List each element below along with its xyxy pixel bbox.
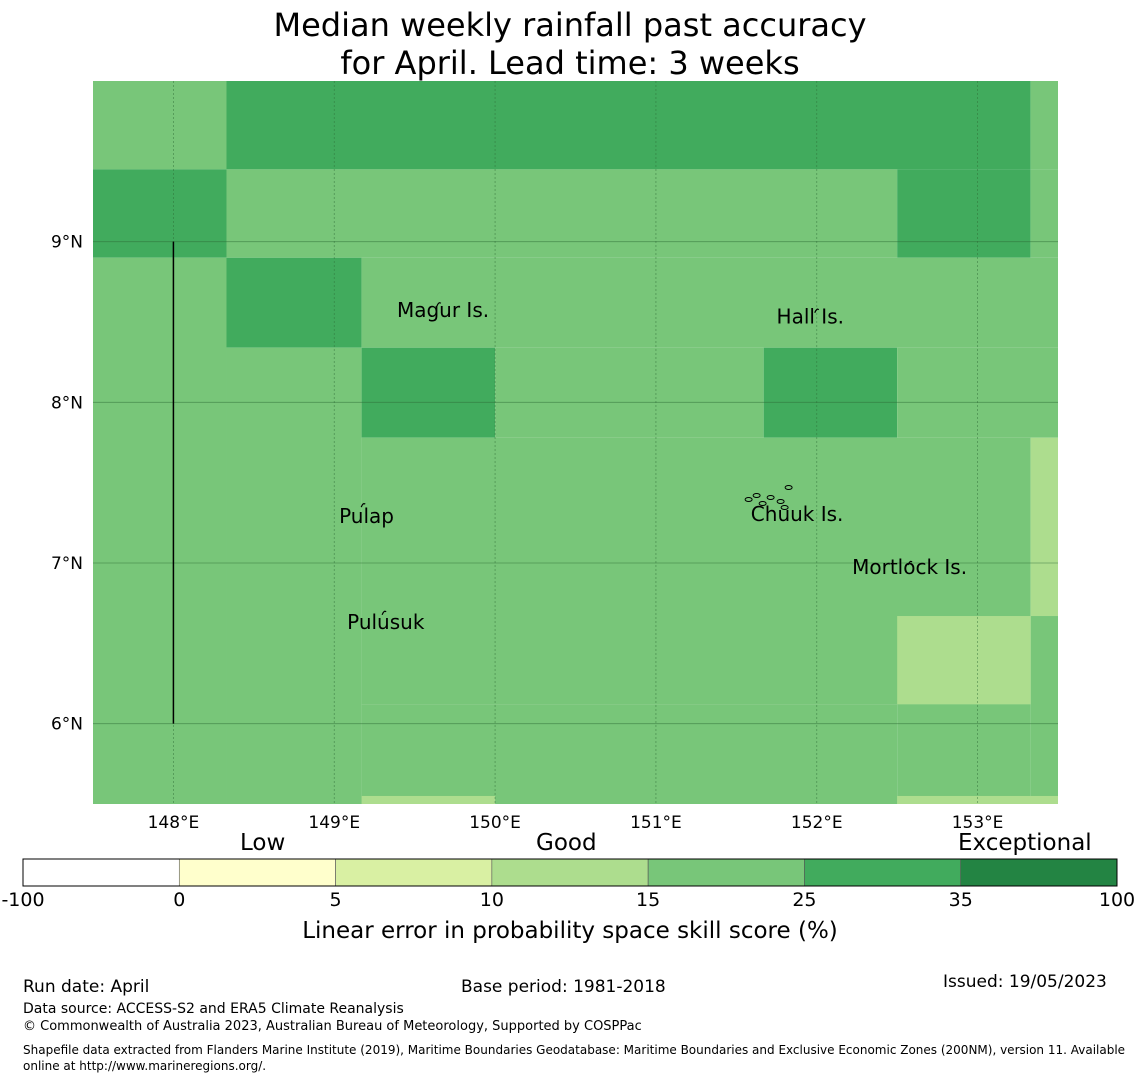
colorbar-label: Linear error in probability space skill … — [302, 918, 838, 944]
copyright-notice: © Commonwealth of Australia 2023, Austra… — [23, 1019, 642, 1034]
skill-cell — [361, 347, 496, 438]
colorbar-swatch — [22, 858, 180, 887]
skill-cell — [361, 795, 496, 804]
lon-tick-label: 152°E — [791, 813, 843, 833]
legend-category-good: Good — [536, 830, 597, 856]
skill-cell — [93, 169, 227, 258]
skill-cell — [226, 169, 898, 258]
island-mark — [752, 493, 761, 499]
lat-tick-label: 8°N — [51, 393, 83, 413]
legend-category-exceptional: Exceptional — [958, 830, 1092, 856]
lat-tick-label: 7°N — [51, 554, 83, 574]
data-source: Data source: ACCESS-S2 and ERA5 Climate … — [23, 1001, 404, 1017]
skill-cell — [1030, 616, 1058, 804]
skill-cell — [763, 347, 898, 438]
shapefile-credit: Shapefile data extracted from Flanders M… — [23, 1043, 1126, 1073]
colorbar-tick-label: 0 — [173, 889, 186, 911]
skill-cell — [897, 795, 1058, 804]
colorbar-tick-label: -100 — [1, 889, 45, 911]
lon-tick-label: 148°E — [148, 813, 200, 833]
island-mark — [744, 497, 753, 503]
colorbar-swatch — [178, 858, 336, 887]
skill-cell — [226, 81, 1031, 170]
map-title: Median weekly rainfall past accuracy for… — [0, 6, 1140, 82]
title-line-2: for April. Lead time: 3 weeks — [340, 44, 800, 82]
place-label: Chuuk Is. — [751, 502, 844, 526]
place-label: Mortlock Is. — [852, 555, 967, 579]
colorbar-swatch — [491, 858, 649, 887]
skill-cell — [1030, 437, 1058, 617]
lon-tick-label: 151°E — [630, 813, 682, 833]
island-mark — [381, 610, 387, 616]
skill-cell — [361, 704, 898, 804]
colorbar-tick-label: 5 — [329, 889, 342, 911]
skill-cell — [93, 257, 227, 804]
skill-cell — [361, 257, 1058, 348]
colorbar-swatch — [647, 858, 805, 887]
skill-cell — [226, 347, 362, 804]
issued-date: Issued: 19/05/2023 — [943, 972, 1107, 992]
place-label: Magur Is. — [397, 298, 489, 322]
title-line-1: Median weekly rainfall past accuracy — [273, 6, 867, 44]
skill-cell — [1030, 81, 1058, 170]
colorbar-tick-label: 15 — [636, 889, 661, 911]
colorbar-swatch — [960, 858, 1118, 887]
skill-cell — [1030, 169, 1058, 258]
island-mark — [907, 560, 913, 566]
colorbar-tick-label: 35 — [948, 889, 973, 911]
island-mark — [360, 503, 366, 508]
island-mark — [758, 501, 767, 507]
lat-tick-label: 6°N — [51, 715, 83, 735]
place-label: Pulap — [339, 504, 394, 528]
lon-tick-label: 153°E — [952, 813, 1004, 833]
colorbar-tick-label: 100 — [1098, 889, 1136, 911]
island-mark — [766, 495, 775, 501]
skill-cell — [495, 347, 764, 438]
place-label: Hall Is. — [777, 305, 844, 329]
skill-cell — [226, 257, 362, 348]
island-mark — [780, 505, 789, 511]
lon-tick-label: 149°E — [308, 813, 360, 833]
skill-cell — [93, 81, 227, 170]
colorbar-swatch — [804, 858, 962, 887]
colorbar-swatch — [335, 858, 493, 887]
run-date: Run date: April — [23, 977, 150, 997]
skill-cell — [897, 616, 1031, 705]
island-mark — [436, 302, 442, 307]
colorbar-tick-label: 10 — [479, 889, 504, 911]
colorbar-tick-label: 25 — [792, 889, 817, 911]
base-period: Base period: 1981-2018 — [461, 977, 666, 997]
place-label: Pulusuk — [347, 610, 425, 634]
lat-tick-label: 9°N — [51, 233, 83, 253]
island-mark — [776, 499, 785, 505]
skill-cell — [897, 704, 1031, 804]
colorbar-frame — [22, 858, 1118, 887]
legend-category-low: Low — [240, 830, 286, 856]
island-mark — [784, 485, 793, 491]
island-mark — [814, 308, 820, 313]
lon-tick-label: 150°E — [469, 813, 521, 833]
skill-cell — [897, 169, 1031, 258]
